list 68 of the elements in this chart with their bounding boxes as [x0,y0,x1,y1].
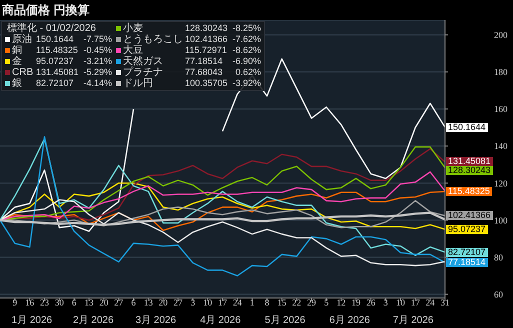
x-tick-label: 30 [54,297,64,308]
y-tick-label: 100 [494,215,508,226]
y-tick-label: 180 [494,67,508,78]
x-tick-label: 13 [144,297,154,308]
x-tick-label: 1 [250,297,254,308]
x-tick-label: 6 [131,297,136,308]
legend-label: とうもろこし 102.41366 -7.62% [123,34,261,45]
x-tick-label: 22 [292,297,302,308]
data-label: 131.45081 [446,156,493,166]
data-label: 128.30243 [446,165,493,176]
data-label: 82.72107 [446,246,488,257]
text: 大豆 115.72971 -8.62% [123,45,261,56]
line-series [0,212,445,226]
x-tick-label: 12 [336,297,346,308]
text: 2月 2026 [72,314,115,327]
x-tick-label: 27 [174,297,183,308]
text: ドル円 100.35705 -3.92% [123,78,261,89]
text: 銅 115.48325 -0.45% [12,45,112,56]
y-tick-label: 60 [494,289,504,300]
text: 天然ガス 77.18514 -6.90% [123,56,261,67]
x-tick-label: 9 [12,297,18,308]
x-tick-label: 17 [218,297,228,308]
x-tick-label: 24 [232,297,242,308]
data-label: 102.41366 [446,210,493,220]
chart-title: 商品価格 円換算 [2,2,90,19]
text: プラチナ 77.68043 0.62% [123,67,261,78]
x-tick-label: 10 [203,297,213,308]
x-tick-label: 10 [396,297,406,308]
text: 3月 2026 [134,314,178,327]
x-tick-label: 8 [264,297,270,308]
legend-title: 標準化 - 01/02/2026 [6,23,97,34]
x-tick-label: 15 [277,297,287,308]
x-tick-label: 27 [114,297,124,308]
x-tick-label: 31 [440,297,450,308]
x-tick-label: 24 [426,297,436,308]
data-label: 150.1644 [446,122,488,132]
y-tick-label: 80 [494,252,504,262]
x-tick-label: 23 [40,297,50,308]
text: 4月 2026 [199,314,242,327]
data-label: 115.48325 [446,186,492,196]
line-series [0,199,445,266]
x-tick-label: 29 [307,297,316,308]
x-tick-label: 5 [324,297,330,308]
text: 銀 82.72107 -4.14% [12,78,112,89]
text: 7月 2026 [392,314,434,327]
text: 5月 2026 [264,314,306,327]
x-tick-label: 6 [72,297,77,308]
y-tick-label: 140 [494,141,508,152]
y-tick-label: 160 [494,104,508,114]
data-label: 77.18514 [446,256,488,267]
text: 金 95.07237 -3.21% [12,56,112,67]
x-tick-label: 13 [84,297,94,308]
x-tick-label: 20 [99,297,109,308]
x-tick-label: 26 [366,297,376,308]
text: 6月 2026 [328,314,371,327]
x-tick-label: 16 [25,297,35,308]
x-tick-label: 17 [410,297,420,308]
text: 1月 2026 [10,314,54,327]
legend-label: 原油 150.1644 -7.75% [12,34,112,45]
legend-label: CRB 131.45081 -5.29% [12,67,112,78]
data-label: 95.07237 [446,224,488,234]
x-tick-label: 19 [352,297,361,308]
x-tick-label: 20 [158,297,168,308]
x-tick-label: 3 [190,297,196,308]
text: 小麦 128.30243 -8.25% [123,23,261,34]
y-tick-label: 200 [494,30,508,40]
x-tick-label: 3 [383,297,388,308]
y-tick-label: 120 [494,178,508,188]
